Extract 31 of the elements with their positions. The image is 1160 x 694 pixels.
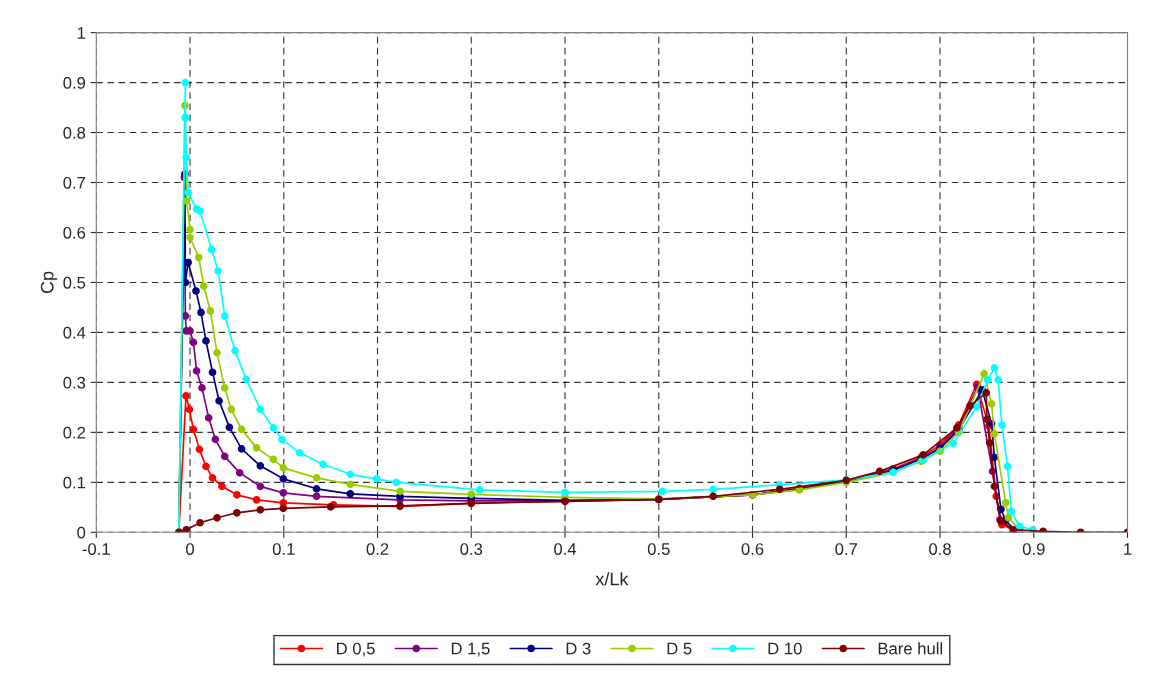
y-tick-label: 1 bbox=[77, 27, 86, 39]
y-tick-label: 0.6 bbox=[63, 226, 86, 239]
y-tick-label: 0.1 bbox=[63, 476, 86, 489]
y-tick-label: 0 bbox=[77, 526, 86, 539]
y-tick-label: 0.2 bbox=[63, 426, 86, 439]
x-tick-label: 0.1 bbox=[272, 543, 295, 555]
legend-label: D 10 bbox=[768, 642, 802, 655]
x-tick-label: 0.7 bbox=[835, 543, 858, 555]
y-axis-title: Cp bbox=[40, 271, 58, 294]
y-tick-label: 0.5 bbox=[63, 276, 86, 289]
x-tick-label: 0.6 bbox=[741, 543, 764, 555]
y-tick-label: 0.8 bbox=[63, 126, 86, 139]
y-tick-label: 0.7 bbox=[63, 176, 86, 189]
legend-label: D 1,5 bbox=[451, 642, 490, 657]
x-tick-label: 0.8 bbox=[929, 543, 951, 555]
x-axis-title: x/Lk bbox=[595, 572, 629, 586]
x-tick-label: 1 bbox=[1124, 543, 1132, 555]
y-tick-label: 0.3 bbox=[63, 376, 86, 389]
y-tick-label: 0.9 bbox=[63, 76, 86, 89]
x-tick-label: -0.1 bbox=[82, 543, 110, 555]
legend-label: D 5 bbox=[667, 642, 692, 655]
x-tick-label: 0.9 bbox=[1022, 543, 1045, 555]
x-tick-label: 0.4 bbox=[554, 543, 577, 555]
legend-label: D 3 bbox=[566, 642, 591, 655]
y-tick-label: 0.4 bbox=[63, 326, 86, 339]
legend-label: Bare hull bbox=[878, 642, 943, 655]
x-tick-label: 0.5 bbox=[647, 543, 670, 555]
x-tick-label: 0.2 bbox=[366, 543, 389, 555]
x-tick-label: 0 bbox=[186, 543, 195, 555]
legend-label: D 0,5 bbox=[337, 642, 375, 657]
x-tick-label: 0.3 bbox=[460, 543, 483, 555]
